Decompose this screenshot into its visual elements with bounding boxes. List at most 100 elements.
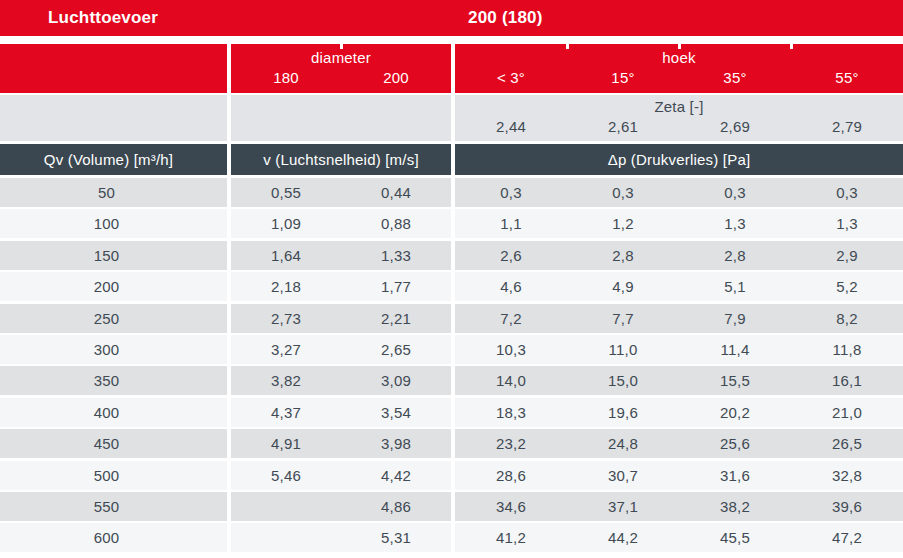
datasheet-table: Luchttoevoer 200 (180) diameter 180 200 … (0, 0, 903, 558)
dp-cell: 11,0 (567, 335, 679, 364)
header-spacer-cell (0, 44, 227, 93)
hoek-35deg-header: 35° (679, 68, 791, 89)
table-row: 350 3,82 3,09 14,0 15,0 15,5 16,1 (0, 366, 903, 395)
dp-cell: 44,2 (567, 523, 679, 552)
v180-cell: 0,55 (231, 178, 341, 207)
qv-cell: 100 (0, 209, 227, 238)
dp-cell: 39,6 (791, 492, 903, 521)
dp-cell: 7,9 (679, 304, 791, 333)
column-tick (566, 44, 569, 49)
diameter-values: 180 200 (231, 68, 451, 89)
dp-cell: 0,3 (567, 178, 679, 207)
v180-cell: 4,37 (231, 398, 341, 427)
qv-cell: 400 (0, 398, 227, 427)
dp-cell: 10,3 (455, 335, 567, 364)
dp-cell: 7,7 (567, 304, 679, 333)
dp-section-header: Δp (Drukverlies) [Pa] (455, 144, 903, 175)
zeta-group: Zeta [-] 2,44 2,61 2,69 2,79 (455, 95, 903, 141)
hoek-15deg-header: 15° (567, 68, 679, 89)
title-bar: Luchttoevoer 200 (180) (0, 0, 903, 36)
v180-cell: 4,91 (231, 429, 341, 458)
dp-cell: 2,8 (679, 241, 791, 270)
v200-cell: 3,09 (341, 366, 451, 395)
v200-cell: 0,88 (341, 209, 451, 238)
dp-cell: 16,1 (791, 366, 903, 395)
v180-cell: 2,73 (231, 304, 341, 333)
dp-cell: 47,2 (791, 523, 903, 552)
zeta-value: 2,79 (791, 117, 903, 138)
dp-cell: 11,4 (679, 335, 791, 364)
qv-cell: 500 (0, 461, 227, 490)
diameter-180-header: 180 (231, 68, 341, 89)
dp-cell: 0,3 (455, 178, 567, 207)
hoek-values: < 3° 15° 35° 55° (455, 68, 903, 89)
dp-cell: 2,9 (791, 241, 903, 270)
dp-cell: 4,9 (567, 272, 679, 301)
table-row: 150 1,64 1,33 2,6 2,8 2,8 2,9 (0, 241, 903, 270)
dp-cell: 4,6 (455, 272, 567, 301)
qv-cell: 50 (0, 178, 227, 207)
table-row: 500 5,46 4,42 28,6 30,7 31,6 32,8 (0, 461, 903, 490)
v180-cell: 2,18 (231, 272, 341, 301)
table-row: 450 4,91 3,98 23,2 24,8 25,6 26,5 (0, 429, 903, 458)
v200-cell: 2,65 (341, 335, 451, 364)
qv-cell: 300 (0, 335, 227, 364)
dp-cell: 1,1 (455, 209, 567, 238)
v200-cell: 1,33 (341, 241, 451, 270)
dp-cell: 1,3 (791, 209, 903, 238)
v180-cell: 5,46 (231, 461, 341, 490)
table-row: 300 3,27 2,65 10,3 11,0 11,4 11,8 (0, 335, 903, 364)
dp-cell: 23,2 (455, 429, 567, 458)
column-header-row: diameter 180 200 hoek < 3° 15° 35° 55° (0, 44, 903, 93)
v200-cell: 3,98 (341, 429, 451, 458)
v-section-header: v (Luchtsnelheid) [m/s] (231, 144, 451, 175)
dp-cell: 5,1 (679, 272, 791, 301)
zeta-value: 2,44 (455, 117, 567, 138)
qv-cell: 200 (0, 272, 227, 301)
dp-cell: 2,6 (455, 241, 567, 270)
dp-cell: 0,3 (791, 178, 903, 207)
dp-cell: 11,8 (791, 335, 903, 364)
zeta-value: 2,69 (679, 117, 791, 138)
dp-cell: 15,0 (567, 366, 679, 395)
size-label: 200 (180) (468, 8, 543, 28)
dp-cell: 18,3 (455, 398, 567, 427)
column-tick (790, 44, 793, 49)
dp-cell: 31,6 (679, 461, 791, 490)
hoek-label: hoek (455, 46, 903, 68)
dp-cell: 1,3 (679, 209, 791, 238)
v200-cell: 5,31 (341, 523, 451, 552)
dp-cell: 30,7 (567, 461, 679, 490)
qv-cell: 550 (0, 492, 227, 521)
dp-cell: 5,2 (791, 272, 903, 301)
zeta-value: 2,61 (567, 117, 679, 138)
table-row: 250 2,73 2,21 7,2 7,7 7,9 8,2 (0, 304, 903, 333)
v200-cell: 4,42 (341, 461, 451, 490)
v180-cell (231, 492, 341, 521)
diameter-label: diameter (231, 46, 451, 68)
dp-cell: 41,2 (455, 523, 567, 552)
dp-cell: 21,0 (791, 398, 903, 427)
table-title: Luchttoevoer (48, 8, 158, 28)
qv-cell: 150 (0, 241, 227, 270)
dp-cell: 45,5 (679, 523, 791, 552)
qv-cell: 250 (0, 304, 227, 333)
dp-cell: 26,5 (791, 429, 903, 458)
dp-cell: 8,2 (791, 304, 903, 333)
table-row: 200 2,18 1,77 4,6 4,9 5,1 5,2 (0, 272, 903, 301)
column-tick (340, 44, 343, 49)
diameter-group-header: diameter 180 200 (231, 44, 451, 93)
table-row: 100 1,09 0,88 1,1 1,2 1,3 1,3 (0, 209, 903, 238)
table-row: 50 0,55 0,44 0,3 0,3 0,3 0,3 (0, 178, 903, 207)
v200-cell: 4,86 (341, 492, 451, 521)
v180-cell: 3,82 (231, 366, 341, 395)
zeta-row: Zeta [-] 2,44 2,61 2,69 2,79 (0, 95, 903, 140)
v180-cell: 1,64 (231, 241, 341, 270)
section-header-row: Qv (Volume) [m³/h] v (Luchtsnelheid) [m/… (0, 144, 903, 175)
dp-cell: 1,2 (567, 209, 679, 238)
zeta-label: Zeta [-] (455, 95, 903, 117)
column-tick (678, 44, 681, 49)
table-row: 400 4,37 3,54 18,3 19,6 20,2 21,0 (0, 398, 903, 427)
v200-cell: 2,21 (341, 304, 451, 333)
dp-cell: 34,6 (455, 492, 567, 521)
